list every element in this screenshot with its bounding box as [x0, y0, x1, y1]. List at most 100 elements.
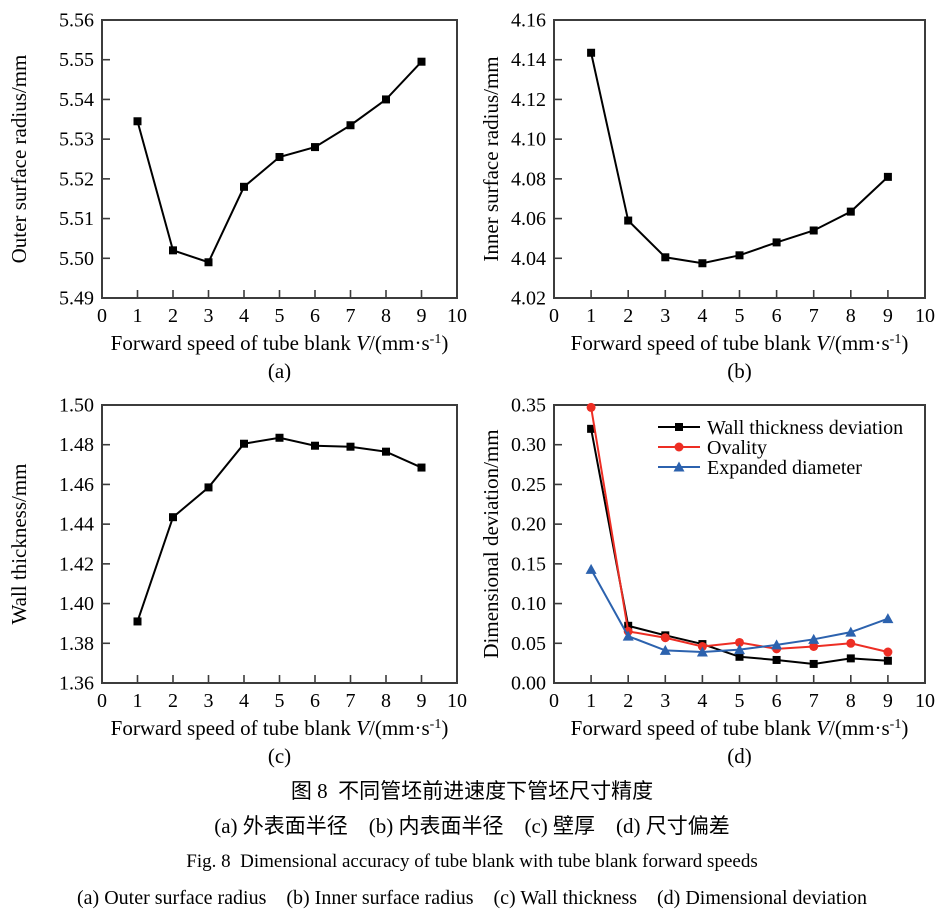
- caption-en-title: Fig. 8 Dimensional accuracy of tube blan…: [186, 851, 758, 872]
- svg-text:6: 6: [772, 690, 782, 712]
- svg-text:0.00: 0.00: [511, 673, 546, 695]
- svg-text:9: 9: [883, 305, 893, 327]
- svg-text:Wall thickness deviation: Wall thickness deviation: [707, 417, 903, 439]
- svg-text:(a): (a): [268, 359, 291, 383]
- svg-text:8: 8: [381, 690, 391, 712]
- svg-text:1.36: 1.36: [59, 673, 94, 695]
- svg-text:4.10: 4.10: [511, 129, 546, 151]
- svg-text:4: 4: [239, 305, 249, 327]
- caption-cn-subtitle: (a) 外表面半径 (b) 内表面半径 (c) 壁厚 (d) 尺寸偏差: [214, 814, 730, 838]
- chart-a-canvas: 0 1 2 3 4 5 6 7 8 9 10 5.49 5.50 5.51 5.52 5.53 5.54 5.55…: [7, 10, 467, 384]
- svg-text:1.38: 1.38: [59, 633, 94, 655]
- svg-text:6: 6: [772, 305, 782, 327]
- svg-text:1.42: 1.42: [59, 553, 94, 575]
- svg-text:3: 3: [204, 690, 214, 712]
- svg-text:5.56: 5.56: [59, 10, 94, 32]
- svg-text:0.15: 0.15: [511, 553, 546, 575]
- svg-text:2: 2: [168, 305, 178, 327]
- svg-text:Wall thickness/mm: Wall thickness/mm: [7, 463, 31, 624]
- svg-text:4: 4: [697, 305, 707, 327]
- svg-text:Forward speed of tube blank V/: Forward speed of tube blank V/(mm·s-1): [111, 331, 449, 355]
- svg-text:8: 8: [846, 690, 856, 712]
- svg-text:4.12: 4.12: [511, 89, 546, 111]
- svg-text:1: 1: [133, 305, 143, 327]
- svg-text:5.52: 5.52: [59, 168, 94, 190]
- svg-text:4.02: 4.02: [511, 288, 546, 310]
- svg-text:5: 5: [275, 305, 285, 327]
- svg-text:3: 3: [660, 305, 670, 327]
- svg-text:0: 0: [549, 690, 559, 712]
- svg-text:3: 3: [660, 690, 670, 712]
- svg-text:0.20: 0.20: [511, 514, 546, 536]
- chart-panel-a: 0 1 2 3 4 5 6 7 8 9 10 5.49 5.50 5.51 5.52 5.53 5.54 5.55…: [0, 0, 472, 385]
- svg-text:0.25: 0.25: [511, 474, 546, 496]
- caption-cn-title: 图 8 不同管坯前进速度下管坯尺寸精度: [290, 779, 654, 803]
- svg-text:Dimensional deviation/mm: Dimensional deviation/mm: [479, 429, 503, 658]
- svg-text:(d): (d): [727, 744, 752, 768]
- svg-text:5: 5: [275, 690, 285, 712]
- chart-grid: 0 1 2 3 4 5 6 7 8 9 10 5.49 5.50 5.51 5.52 5.53 5.54 5.55…: [0, 0, 944, 770]
- svg-text:7: 7: [346, 690, 356, 712]
- svg-text:0: 0: [549, 305, 559, 327]
- svg-text:6: 6: [310, 690, 320, 712]
- chart-b-canvas: 0 1 2 3 4 5 6 7 8 9 10 4.02 4.04 4.06 4.08 4.10 4.12 4.14…: [479, 10, 935, 384]
- chart-d-canvas: 0 1 2 3 4 5 6 7 8 9 10 0.00 0.05 0.10 0.15 0.20 0.25 0.30…: [479, 395, 935, 769]
- svg-text:9: 9: [417, 690, 427, 712]
- svg-text:1: 1: [586, 305, 596, 327]
- svg-text:5: 5: [735, 690, 745, 712]
- svg-text:1: 1: [586, 690, 596, 712]
- svg-text:5.55: 5.55: [59, 49, 94, 71]
- svg-text:0: 0: [97, 305, 107, 327]
- svg-text:1.50: 1.50: [59, 395, 94, 417]
- svg-text:5.53: 5.53: [59, 129, 94, 151]
- svg-text:Inner surface radius/mm: Inner surface radius/mm: [479, 56, 503, 261]
- svg-text:5: 5: [735, 305, 745, 327]
- svg-text:10: 10: [915, 690, 935, 712]
- svg-text:10: 10: [915, 305, 935, 327]
- svg-text:7: 7: [809, 690, 819, 712]
- svg-text:1.46: 1.46: [59, 474, 94, 496]
- svg-text:5.51: 5.51: [59, 208, 94, 230]
- chart-panel-d: 0 1 2 3 4 5 6 7 8 9 10 0.00 0.05 0.10 0.15 0.20 0.25 0.30…: [472, 385, 944, 770]
- svg-text:0: 0: [97, 690, 107, 712]
- svg-text:5.49: 5.49: [59, 288, 94, 310]
- svg-text:5.50: 5.50: [59, 248, 94, 270]
- svg-text:6: 6: [310, 305, 320, 327]
- svg-text:7: 7: [809, 305, 819, 327]
- svg-text:Expanded diameter: Expanded diameter: [707, 457, 862, 479]
- svg-text:9: 9: [417, 305, 427, 327]
- svg-text:0.10: 0.10: [511, 593, 546, 615]
- svg-text:10: 10: [447, 305, 467, 327]
- svg-text:(b): (b): [727, 359, 752, 383]
- svg-text:4.08: 4.08: [511, 168, 546, 190]
- svg-text:2: 2: [623, 305, 633, 327]
- svg-text:Forward speed of tube blank V/: Forward speed of tube blank V/(mm·s-1): [111, 716, 449, 740]
- svg-text:(c): (c): [268, 744, 291, 768]
- svg-text:0.05: 0.05: [511, 633, 546, 655]
- svg-text:1.40: 1.40: [59, 593, 94, 615]
- svg-text:3: 3: [204, 305, 214, 327]
- svg-text:4.06: 4.06: [511, 208, 546, 230]
- chart-panel-b: 0 1 2 3 4 5 6 7 8 9 10 4.02 4.04 4.06 4.08 4.10 4.12 4.14…: [472, 0, 944, 385]
- svg-text:0.35: 0.35: [511, 395, 546, 417]
- svg-text:7: 7: [346, 305, 356, 327]
- svg-text:1.44: 1.44: [59, 514, 94, 536]
- svg-text:Outer surface radius/mm: Outer surface radius/mm: [7, 55, 31, 264]
- svg-text:8: 8: [846, 305, 856, 327]
- svg-text:4.04: 4.04: [511, 248, 546, 270]
- svg-text:4.16: 4.16: [511, 10, 546, 32]
- svg-text:1: 1: [133, 690, 143, 712]
- chart-panel-c: 0 1 2 3 4 5 6 7 8 9 10 1.36 1.38 1.40 1.42 1.44 1.46 1.48…: [0, 385, 472, 770]
- svg-text:Ovality: Ovality: [707, 437, 767, 459]
- figure-caption: 图 8 不同管坯前进速度下管坯尺寸精度 (a) 外表面半径 (b) 内表面半径 …: [0, 770, 944, 920]
- svg-text:4.14: 4.14: [511, 49, 546, 71]
- svg-text:5.54: 5.54: [59, 89, 94, 111]
- svg-text:2: 2: [168, 690, 178, 712]
- caption-en-subtitle: (a) Outer surface radius (b) Inner surfa…: [77, 887, 867, 909]
- svg-text:9: 9: [883, 690, 893, 712]
- svg-text:4: 4: [697, 690, 707, 712]
- svg-text:10: 10: [447, 690, 467, 712]
- svg-text:Forward speed of tube blank V/: Forward speed of tube blank V/(mm·s-1): [571, 716, 909, 740]
- svg-text:4: 4: [239, 690, 249, 712]
